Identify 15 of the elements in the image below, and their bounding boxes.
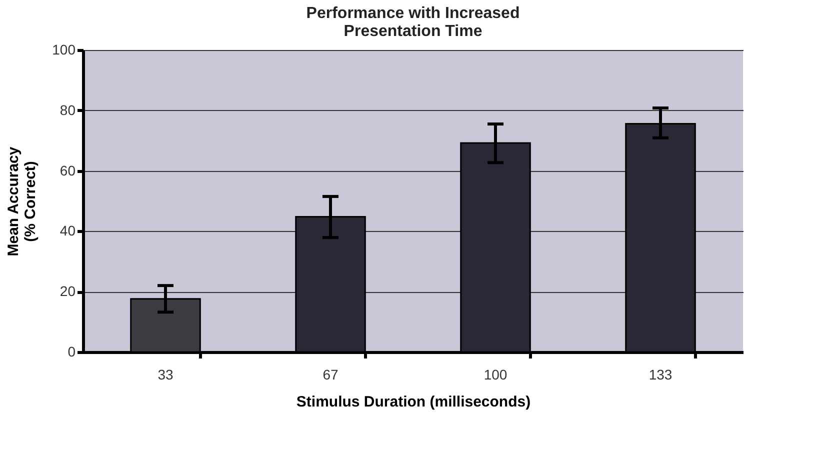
text: Presentation Time	[344, 23, 482, 40]
text: Performance with Increased	[306, 5, 520, 22]
y-tick-label: 100	[52, 42, 76, 58]
x-tick-label: 67	[322, 366, 338, 382]
y-tick-label: 0	[68, 344, 76, 360]
y-tick-label: 80	[60, 102, 76, 118]
text: (% Correct)	[22, 161, 40, 242]
y-tick-label: 20	[60, 283, 76, 300]
x-tick-label: 33	[158, 366, 174, 382]
x-tick-label: 133	[648, 366, 672, 382]
text: Mean Accuracy	[5, 146, 22, 256]
y-tick-label: 60	[60, 162, 76, 178]
y-tick-label: 40	[60, 222, 76, 239]
x-tick-label: 100	[484, 366, 508, 382]
x-axis-title: Stimulus Duration (milliseconds)	[296, 394, 531, 410]
